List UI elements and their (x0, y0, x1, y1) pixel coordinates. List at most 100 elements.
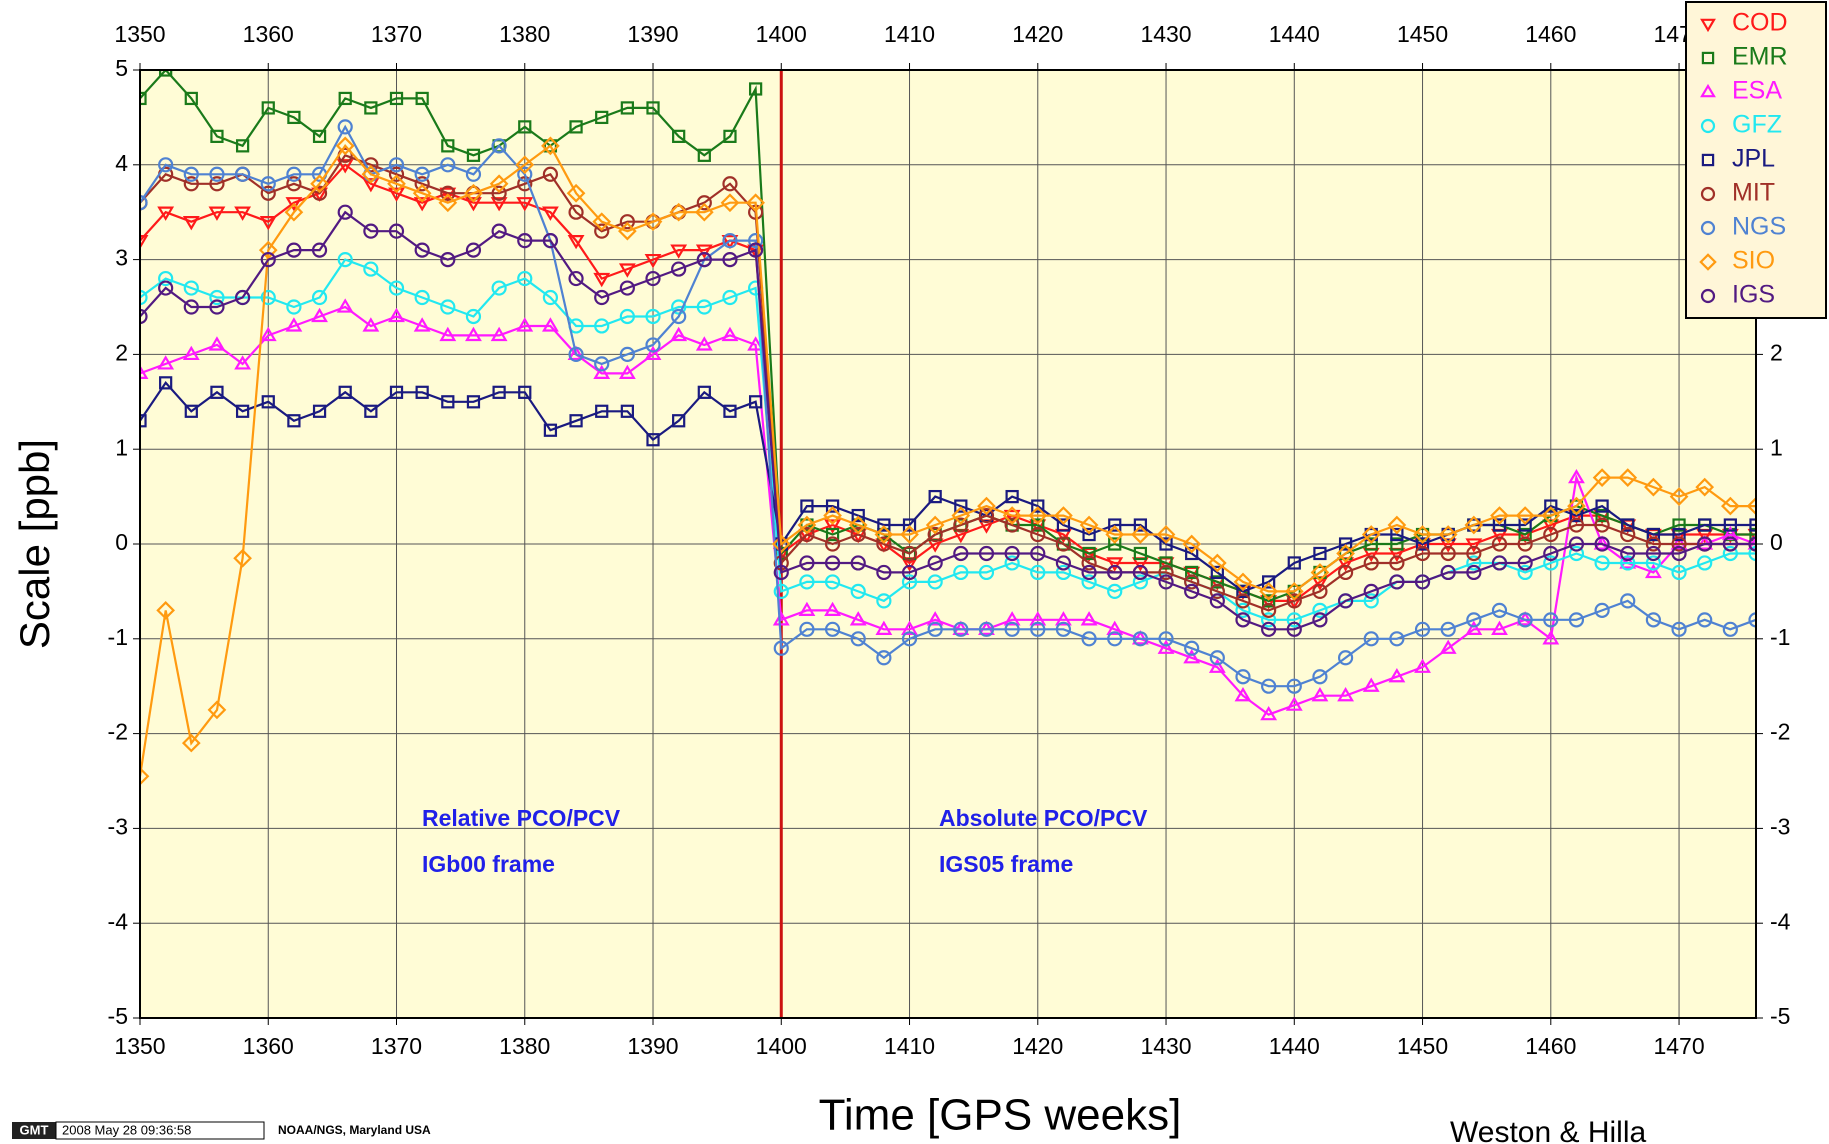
marker (208, 206, 226, 221)
source: NOAA/NGS, Maryland USA (278, 1123, 431, 1137)
marker (1004, 621, 1020, 637)
marker (619, 280, 635, 296)
y-tick-label: -1 (108, 624, 128, 650)
marker (1388, 668, 1406, 683)
marker (363, 261, 379, 277)
marker (1133, 546, 1148, 561)
marker (1185, 565, 1199, 580)
marker (697, 385, 711, 399)
x-tick-label: 1460 (1525, 1033, 1576, 1059)
marker (414, 176, 430, 192)
marker (1517, 536, 1533, 552)
marker (1594, 602, 1610, 618)
y-tick-label-right: -2 (1770, 719, 1790, 745)
marker (1313, 546, 1327, 561)
marker (286, 166, 302, 182)
marker (337, 204, 353, 220)
marker (388, 280, 405, 296)
marker (1055, 621, 1072, 637)
marker (1107, 583, 1123, 600)
marker (440, 299, 456, 315)
marker (1363, 631, 1379, 647)
marker (1310, 563, 1330, 582)
marker (1082, 527, 1096, 542)
marker (876, 536, 892, 552)
marker (465, 166, 482, 182)
marker (1697, 555, 1713, 571)
marker (1594, 517, 1610, 533)
series (140, 204, 1756, 637)
marker (1695, 477, 1715, 497)
marker (362, 178, 380, 193)
marker (1132, 564, 1148, 581)
marker (258, 240, 278, 260)
marker (595, 404, 609, 418)
marker (1465, 538, 1483, 553)
marker (157, 206, 175, 221)
marker (567, 234, 585, 250)
x-tick-label: 1350 (114, 1033, 165, 1059)
marker (1517, 564, 1533, 581)
x-tick-label: 1410 (884, 1033, 935, 1059)
marker (644, 345, 662, 361)
marker (1490, 506, 1509, 525)
marker (1055, 564, 1072, 581)
marker (438, 193, 458, 213)
marker (1234, 687, 1252, 702)
marker (748, 395, 763, 409)
marker (1031, 518, 1045, 532)
marker (1337, 687, 1355, 702)
marker (1312, 602, 1328, 618)
marker (619, 346, 635, 362)
marker (414, 242, 430, 258)
marker (875, 620, 893, 635)
y-tick-label-right: 2 (1770, 339, 1783, 365)
marker (1672, 527, 1686, 542)
marker (978, 621, 995, 637)
marker (1723, 518, 1737, 532)
marker (140, 234, 149, 250)
marker (1337, 650, 1354, 666)
marker (286, 242, 302, 258)
marker (1030, 526, 1046, 543)
marker (1568, 545, 1585, 562)
marker (772, 611, 790, 626)
marker (1595, 508, 1609, 523)
marker (1440, 564, 1456, 581)
marker (1286, 621, 1302, 637)
marker (441, 139, 455, 153)
marker (210, 129, 224, 143)
marker (1236, 584, 1250, 599)
marker (1363, 583, 1379, 600)
marker (209, 166, 225, 182)
y-tick-label: -3 (108, 813, 128, 839)
marker (874, 525, 894, 544)
marker (543, 139, 558, 153)
marker (184, 91, 198, 106)
x-tick-label-top: 1420 (1012, 21, 1063, 47)
marker (1209, 593, 1225, 609)
x-tick-label: 1360 (243, 1033, 294, 1059)
marker (389, 385, 404, 399)
marker (286, 299, 302, 315)
x-tick-label: 1470 (1653, 1033, 1704, 1059)
marker (748, 233, 764, 249)
marker (1491, 620, 1508, 635)
marker (1594, 555, 1610, 571)
marker (926, 611, 944, 626)
marker (722, 176, 738, 192)
marker (412, 183, 432, 203)
marker (800, 518, 814, 532)
marker (1079, 515, 1099, 535)
marker (287, 110, 301, 125)
marker (542, 166, 559, 182)
marker (1671, 545, 1687, 562)
marker (1568, 517, 1585, 533)
marker (1338, 546, 1353, 561)
credit: Weston & Hilla (1450, 1116, 1647, 1144)
y-tick-label: 5 (115, 55, 128, 81)
marker (1669, 487, 1689, 506)
marker (1260, 705, 1278, 721)
marker (849, 611, 867, 626)
